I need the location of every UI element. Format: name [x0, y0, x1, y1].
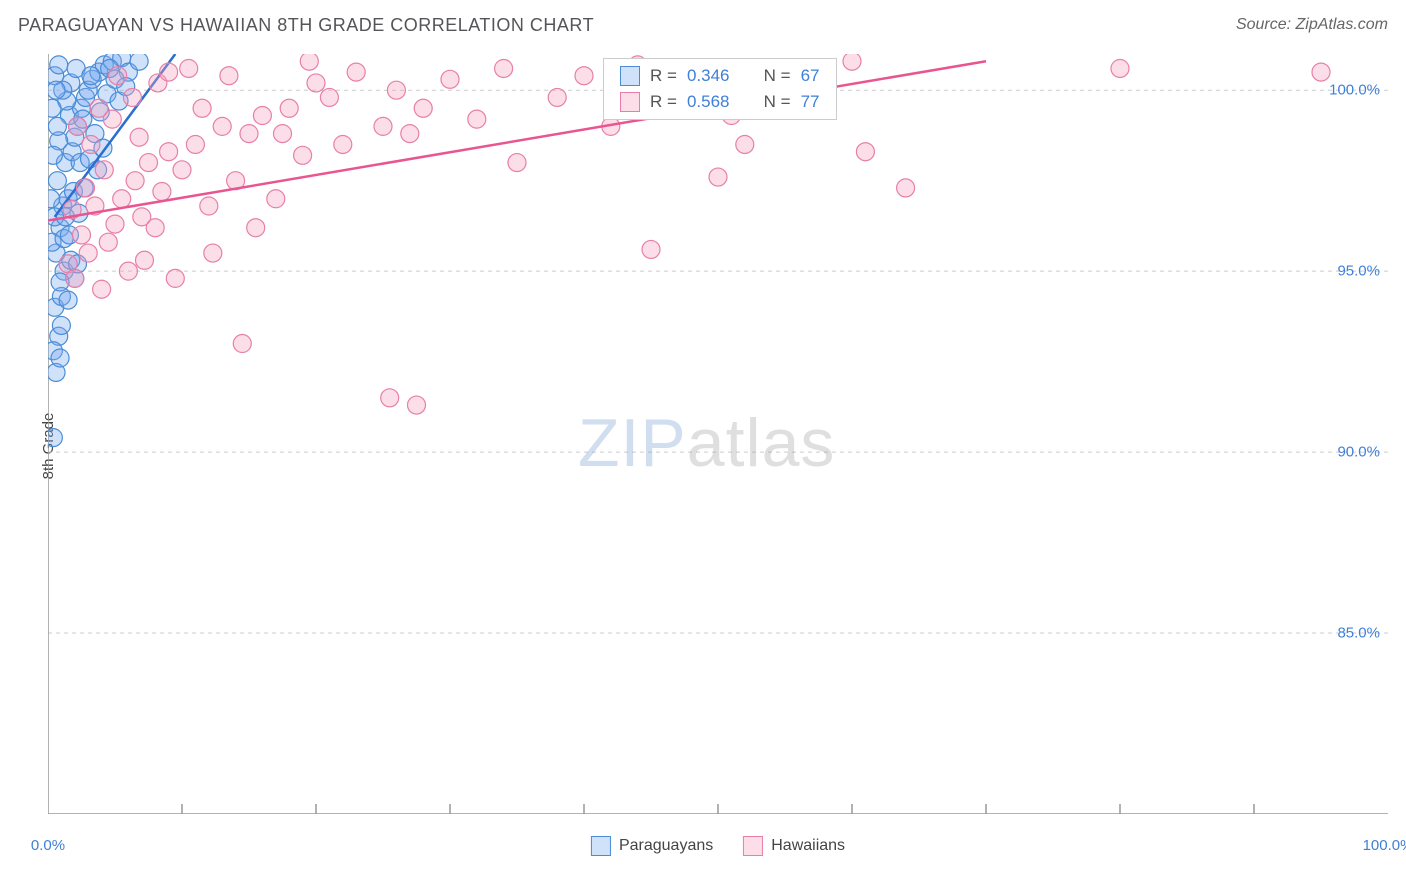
legend-n-value: 67 [801, 66, 820, 86]
legend-r-label: R = [650, 92, 677, 112]
legend-r-value: 0.568 [687, 92, 730, 112]
legend-swatch [620, 92, 640, 112]
correlation-legend: R = 0.346 N = 67R = 0.568 N = 77 [603, 58, 837, 120]
scatter-plot-svg [48, 54, 1388, 814]
x-tick-label: 100.0% [1363, 837, 1406, 854]
legend-r-value: 0.346 [687, 66, 730, 86]
legend-swatch [743, 836, 763, 856]
y-tick-label: 90.0% [1337, 444, 1380, 461]
y-tick-label: 95.0% [1337, 263, 1380, 280]
source-label: Source: ZipAtlas.com [1236, 16, 1388, 34]
legend-n-label: N = [764, 66, 791, 86]
y-tick-label: 85.0% [1337, 625, 1380, 642]
legend-swatch [620, 66, 640, 86]
chart-area: ZIPatlas R = 0.346 N = 67R = 0.568 N = 7… [48, 54, 1388, 814]
chart-title: PARAGUAYAN VS HAWAIIAN 8TH GRADE CORRELA… [18, 15, 594, 36]
y-tick-label: 100.0% [1329, 82, 1380, 99]
legend-series-item: Paraguayans [591, 836, 713, 856]
legend-row: R = 0.346 N = 67 [604, 63, 836, 89]
legend-series-label: Hawaiians [771, 837, 845, 855]
legend-n-label: N = [764, 92, 791, 112]
legend-swatch [591, 836, 611, 856]
legend-series-label: Paraguayans [619, 837, 713, 855]
legend-row: R = 0.568 N = 77 [604, 89, 836, 115]
series-legend: Paraguayans Hawaiians [591, 836, 845, 856]
legend-r-label: R = [650, 66, 677, 86]
x-tick-label: 0.0% [31, 837, 65, 854]
legend-n-value: 77 [801, 92, 820, 112]
legend-series-item: Hawaiians [743, 836, 845, 856]
